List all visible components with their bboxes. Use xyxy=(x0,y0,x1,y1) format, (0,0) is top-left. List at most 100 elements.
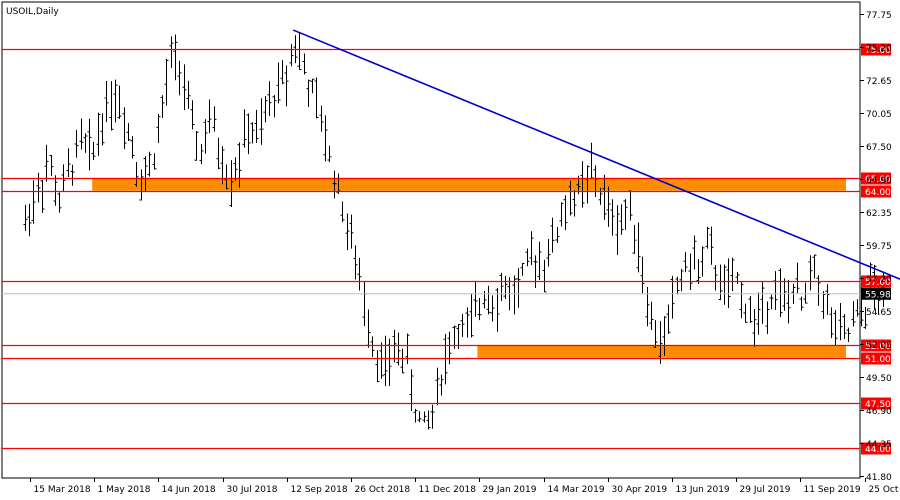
ohlc-bar xyxy=(182,64,187,111)
ohlc-bar xyxy=(413,408,418,423)
ohlc-bar xyxy=(623,199,628,230)
ohlc-bar xyxy=(542,259,547,293)
ohlc-bar xyxy=(786,280,791,324)
ohlc-bar xyxy=(700,246,705,277)
ohlc-bar xyxy=(653,320,658,349)
ohlc-bar xyxy=(194,131,199,161)
ohlc-bar xyxy=(799,296,804,311)
ohlc-bar xyxy=(113,79,118,123)
ohlc-bar xyxy=(456,324,461,350)
ohlc-bar xyxy=(666,304,671,334)
y-tick-label: 75.20 xyxy=(866,44,892,54)
ohlc-bar xyxy=(469,294,474,338)
ohlc-bar xyxy=(405,333,410,365)
ohlc-bar xyxy=(44,144,49,182)
ohlc-bar xyxy=(272,95,277,118)
ohlc-bar xyxy=(147,151,152,177)
ohlc-bar xyxy=(726,258,731,308)
ohlc-bar xyxy=(340,201,345,222)
ohlc-bar xyxy=(598,187,603,205)
ohlc-bar xyxy=(392,329,397,363)
ohlc-bar xyxy=(152,153,157,170)
level-tag-57.00 xyxy=(861,275,891,288)
x-tick-label: 26 Oct 2018 xyxy=(355,485,411,495)
current-price-tag xyxy=(861,287,891,300)
ohlc-bar xyxy=(851,301,856,327)
ohlc-bar xyxy=(173,34,178,81)
ohlc-bar xyxy=(345,213,350,250)
ohlc-bar xyxy=(143,156,148,192)
x-tick-label: 29 Jan 2019 xyxy=(483,485,537,495)
ohlc-bar xyxy=(773,271,778,310)
level-tag-65.00 xyxy=(861,172,891,185)
ohlc-bar xyxy=(383,335,388,387)
ohlc-bar xyxy=(602,174,607,220)
ohlc-bar xyxy=(396,332,401,366)
ohlc-bar xyxy=(838,303,843,341)
y-tick-label: 62.35 xyxy=(866,209,892,219)
x-tick-label: 1 May 2018 xyxy=(98,485,151,495)
ohlc-bar xyxy=(778,268,783,318)
symbol-label: USOIL,Daily xyxy=(6,7,59,17)
level-tag-64.00 xyxy=(861,185,891,198)
ohlc-bar xyxy=(585,165,590,204)
level-label-75.00: 75.00 xyxy=(865,46,891,56)
ohlc-bar xyxy=(495,287,500,332)
ohlc-bar xyxy=(756,292,761,335)
level-tag-51.00 xyxy=(861,352,891,365)
ohlc-bar xyxy=(280,60,285,85)
ohlc-bar xyxy=(812,254,817,279)
ohlc-bar xyxy=(139,169,144,201)
ohlc-bar xyxy=(237,142,242,188)
ohlc-bar xyxy=(400,348,405,374)
ohlc-bar xyxy=(503,276,508,300)
ohlc-bar xyxy=(829,307,834,339)
ohlc-bar xyxy=(186,80,191,109)
level-tag-44.00 xyxy=(861,442,891,455)
ohlc-bar xyxy=(207,99,212,134)
ohlc-bar xyxy=(212,106,217,132)
plot-border xyxy=(1,1,861,479)
ohlc-bar xyxy=(662,316,667,356)
ohlc-bar xyxy=(447,331,452,365)
ohlc-bar xyxy=(310,78,315,94)
ohlc-bar xyxy=(705,226,710,249)
ohlc-bar xyxy=(306,79,311,107)
ohlc-bar xyxy=(568,180,573,216)
ohlc-bar xyxy=(61,164,66,192)
ohlc-bar xyxy=(224,164,229,190)
ohlc-bar xyxy=(289,44,294,67)
ohlc-bar xyxy=(276,62,281,104)
ohlc-bar xyxy=(387,338,392,386)
ohlc-bar xyxy=(375,350,380,383)
ohlc-bar xyxy=(748,296,753,323)
trendline-layer xyxy=(292,29,900,280)
ohlc-bar xyxy=(443,333,448,385)
ohlc-bar xyxy=(572,190,577,217)
ohlc-bar xyxy=(259,98,264,145)
ohlc-bar xyxy=(229,160,234,207)
ohlc-bar xyxy=(610,199,615,236)
ohlc-bar xyxy=(100,113,105,146)
ohlc-bar xyxy=(589,142,594,179)
x-tick-label: 29 Jul 2019 xyxy=(740,485,791,495)
ohlc-bar xyxy=(332,170,337,199)
ohlc-bar xyxy=(782,278,787,311)
ohlc-bar xyxy=(692,235,697,270)
ohlc-bar xyxy=(370,336,375,358)
x-tick-label: 15 Mar 2018 xyxy=(34,485,91,495)
axes: 77.75 75.20 72.65 70.05 67.50 64.90 62.35 59.75… xyxy=(30,11,900,495)
zone-0 xyxy=(92,177,846,191)
y-tick-label: 77.75 xyxy=(866,11,892,21)
ohlc-bar xyxy=(134,162,139,187)
horizontal-levels: 75.00 65.00 64.00 57.00 52.00 51.00 47.50 44.00… xyxy=(2,43,891,455)
ohlc-bar xyxy=(169,36,174,68)
y-tick-label: 59.75 xyxy=(866,242,892,252)
ohlc-bar xyxy=(722,264,727,305)
x-tick-label: 12 Sep 2018 xyxy=(291,485,348,495)
ohlc-bar xyxy=(297,32,302,71)
ohlc-bar xyxy=(422,411,427,423)
level-label-52.00: 52.00 xyxy=(865,342,891,352)
x-tick-label: 25 Oct 2019 xyxy=(869,485,900,495)
ohlc-bar xyxy=(203,119,208,154)
